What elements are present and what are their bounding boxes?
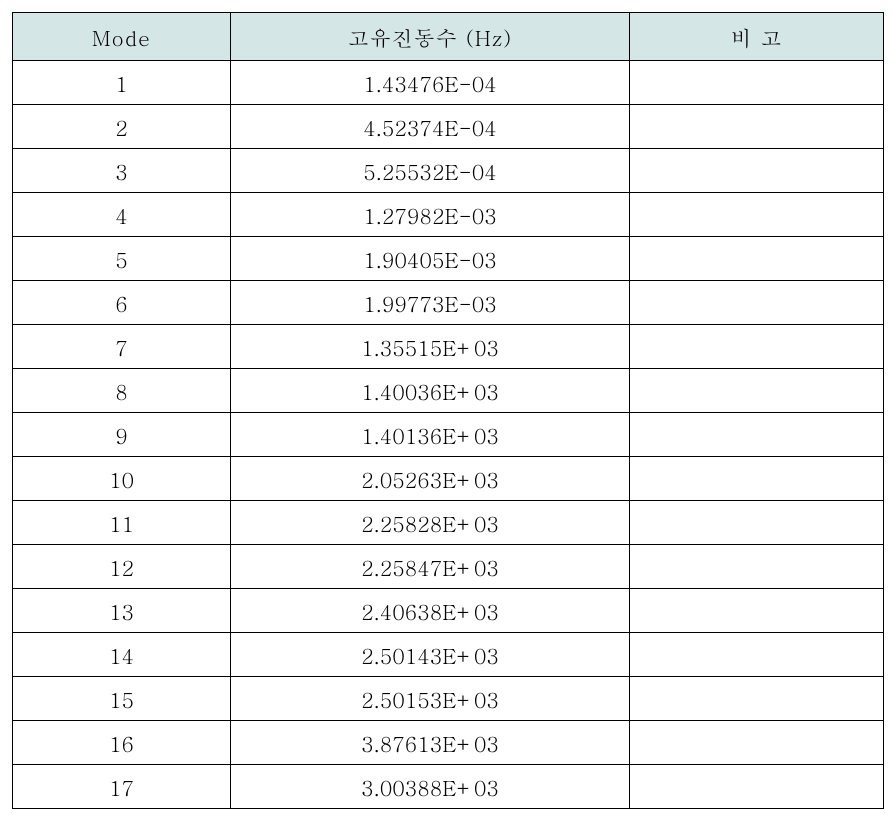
table-row: 14 2.50143E+03: [13, 633, 884, 677]
cell-mode: 4: [13, 193, 231, 237]
cell-frequency: 2.05263E+03: [231, 457, 630, 501]
table-row: 13 2.40638E+03: [13, 589, 884, 633]
cell-note: [630, 501, 884, 545]
table-row: 17 3.00388E+03: [13, 765, 884, 809]
table-row: 2 4.52374E-04: [13, 105, 884, 149]
cell-frequency: 1.99773E-03: [231, 281, 630, 325]
table-row: 8 1.40036E+03: [13, 369, 884, 413]
cell-frequency: 5.25532E-04: [231, 149, 630, 193]
cell-note: [630, 237, 884, 281]
table-row: 10 2.05263E+03: [13, 457, 884, 501]
table-row: 12 2.25847E+03: [13, 545, 884, 589]
table-header-row: Mode 고유진동수 (Hz) 비 고: [13, 13, 884, 61]
cell-note: [630, 765, 884, 809]
cell-mode: 16: [13, 721, 231, 765]
cell-note: [630, 193, 884, 237]
cell-frequency: 2.50143E+03: [231, 633, 630, 677]
cell-mode: 8: [13, 369, 231, 413]
cell-note: [630, 325, 884, 369]
cell-note: [630, 61, 884, 105]
table-row: 4 1.27982E-03: [13, 193, 884, 237]
cell-frequency: 2.25847E+03: [231, 545, 630, 589]
cell-mode: 2: [13, 105, 231, 149]
cell-frequency: 2.25828E+03: [231, 501, 630, 545]
header-mode: Mode: [13, 13, 231, 61]
cell-note: [630, 105, 884, 149]
cell-note: [630, 369, 884, 413]
cell-mode: 10: [13, 457, 231, 501]
cell-mode: 7: [13, 325, 231, 369]
cell-note: [630, 589, 884, 633]
table-row: 16 3.87613E+03: [13, 721, 884, 765]
header-note: 비 고: [630, 13, 884, 61]
cell-mode: 15: [13, 677, 231, 721]
cell-mode: 9: [13, 413, 231, 457]
cell-note: [630, 149, 884, 193]
cell-mode: 6: [13, 281, 231, 325]
cell-mode: 3: [13, 149, 231, 193]
cell-mode: 14: [13, 633, 231, 677]
cell-note: [630, 281, 884, 325]
cell-frequency: 1.27982E-03: [231, 193, 630, 237]
table-row: 9 1.40136E+03: [13, 413, 884, 457]
table-row: 3 5.25532E-04: [13, 149, 884, 193]
table-row: 15 2.50153E+03: [13, 677, 884, 721]
cell-frequency: 1.90405E-03: [231, 237, 630, 281]
cell-mode: 17: [13, 765, 231, 809]
cell-frequency: 1.40036E+03: [231, 369, 630, 413]
cell-mode: 11: [13, 501, 231, 545]
cell-frequency: 4.52374E-04: [231, 105, 630, 149]
frequency-table: Mode 고유진동수 (Hz) 비 고 1 1.43476E-04 2 4.52…: [12, 12, 884, 809]
cell-note: [630, 633, 884, 677]
cell-frequency: 1.35515E+03: [231, 325, 630, 369]
cell-note: [630, 677, 884, 721]
cell-frequency: 1.43476E-04: [231, 61, 630, 105]
cell-note: [630, 413, 884, 457]
cell-mode: 12: [13, 545, 231, 589]
table-row: 11 2.25828E+03: [13, 501, 884, 545]
cell-frequency: 1.40136E+03: [231, 413, 630, 457]
table-row: 6 1.99773E-03: [13, 281, 884, 325]
cell-note: [630, 721, 884, 765]
cell-frequency: 3.87613E+03: [231, 721, 630, 765]
cell-mode: 5: [13, 237, 231, 281]
cell-mode: 13: [13, 589, 231, 633]
table-body: 1 1.43476E-04 2 4.52374E-04 3 5.25532E-0…: [13, 61, 884, 809]
table-row: 7 1.35515E+03: [13, 325, 884, 369]
cell-note: [630, 457, 884, 501]
cell-mode: 1: [13, 61, 231, 105]
cell-note: [630, 545, 884, 589]
cell-frequency: 3.00388E+03: [231, 765, 630, 809]
table-row: 5 1.90405E-03: [13, 237, 884, 281]
header-frequency: 고유진동수 (Hz): [231, 13, 630, 61]
cell-frequency: 2.40638E+03: [231, 589, 630, 633]
cell-frequency: 2.50153E+03: [231, 677, 630, 721]
table-row: 1 1.43476E-04: [13, 61, 884, 105]
